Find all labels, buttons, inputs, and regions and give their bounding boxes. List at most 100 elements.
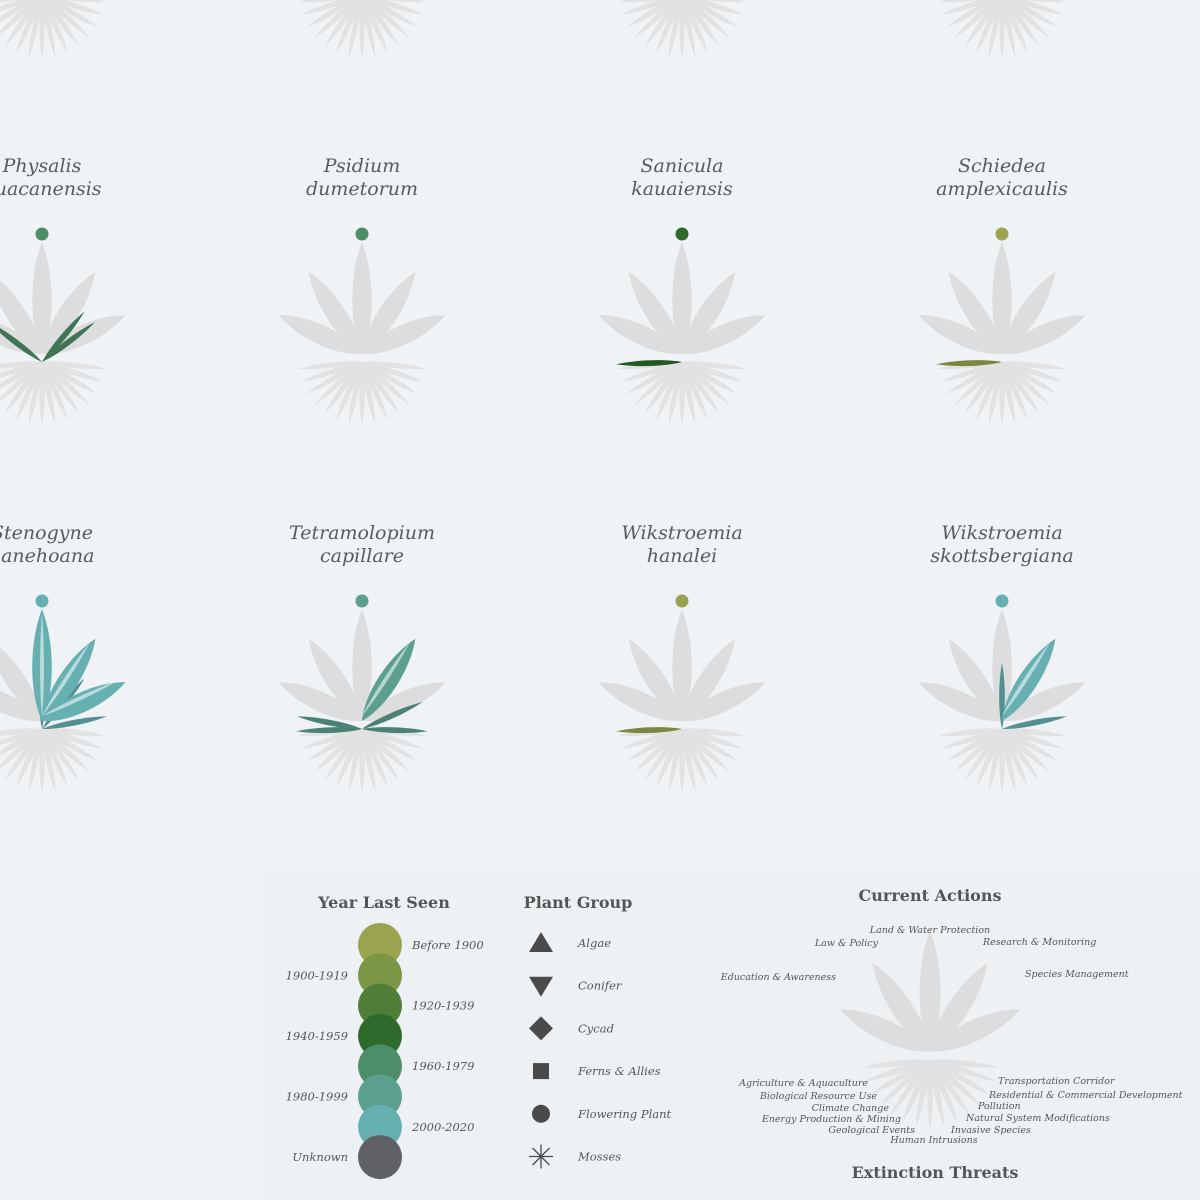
threat-leaf [42,362,80,414]
threat-leaf [682,0,720,47]
year-label: 1980-1999 [286,1090,348,1104]
action-leaf [872,962,930,1052]
threat-leaf [28,362,43,425]
threat-leaf [930,1060,971,1116]
species-1 [298,0,426,59]
threat-label: Human Intrusions [889,1135,977,1146]
year-label: 2000-2020 [411,1120,474,1134]
threat-label: Energy Production & Mining [761,1114,901,1125]
threat-leaf [1001,362,1016,425]
threat-leaf-active [362,702,423,729]
action-label: Research & Monitoring [982,937,1096,948]
action-leaf [278,682,362,722]
action-leaf [930,1009,1021,1052]
year-swatch [358,923,402,967]
species-glyph [938,0,1066,59]
threat-label: Invasive Species [950,1125,1031,1136]
threat-leaf [930,1059,999,1068]
circle-icon [532,1104,550,1123]
species-4: Physalishuacanensis [0,155,126,426]
leaf-midrib [362,642,410,716]
threat-leaf [941,729,1002,749]
legend: Year Last Seen Before 1900 1900-1919 1920-… [265,868,1200,1200]
threat-leaf [682,729,709,788]
triangle-down-icon [529,976,553,997]
threat-leaf [681,362,696,425]
threat-leaf [668,362,683,425]
leaf-midrib [1002,642,1050,716]
threat-leaf [946,729,1002,761]
threat-leaf [15,729,42,788]
threat-leaf [42,728,106,737]
action-leaf-active [1002,638,1056,721]
group-label: Ferns & Allies [577,1064,661,1078]
threat-leaf [324,729,362,781]
threat-leaf [682,362,730,405]
threat-leaf [335,729,362,788]
threat-leaf-active [936,360,1002,367]
threat-leaf [1002,361,1066,370]
threat-leaf-active [362,727,428,734]
species-glyph [0,242,126,426]
action-leaf [0,682,42,722]
threat-leaf [301,0,362,15]
species-epithet: skottsbergiana [930,545,1073,567]
threat-leaf [634,362,682,405]
threat-leaf [941,0,1002,15]
threat-leaf [362,729,389,788]
species-glyph [918,609,1086,793]
threat-leaf [878,1060,930,1107]
threat-leaf [682,361,746,370]
threat-label: Climate Change [812,1103,890,1114]
threat-leaf [301,729,362,749]
threat-leaf [41,0,56,58]
threat-leaf [930,1060,959,1124]
species-glyph [0,0,106,59]
action-leaf [278,315,362,355]
threat-leaf [954,729,1002,772]
threat-leaf [682,362,743,382]
threat-leaf [682,728,746,737]
threat-leaf [362,0,426,3]
threat-label: Agriculture & Aquaculture [738,1078,868,1089]
threat-leaf [0,0,42,15]
threat-leaf [362,729,400,781]
year-dot [995,227,1009,241]
threat-leaf [655,0,682,54]
year-swatch [358,983,402,1028]
threat-leaf-active [0,322,42,362]
threat-leaf [618,0,682,3]
threat-leaf-active [296,727,362,734]
threat-leaf [28,729,43,792]
threat-leaf [314,729,362,772]
threat-leaf [0,0,42,38]
group-label: Conifer [578,979,623,993]
threat-leaf [975,0,1002,54]
threat-leaf [42,729,98,761]
action-leaf [1002,315,1086,355]
species-glyph [598,609,766,793]
action-leaf-active [42,682,126,722]
group-legend: Algae Conifer Cycad Ferns & Allies Flowering… [529,932,672,1169]
threat-leaf [15,0,42,54]
threat-leaf [42,0,103,15]
action-leaf [682,315,766,355]
threat-leaf [324,362,362,414]
action-leaf [930,962,988,1052]
diamond-icon [529,1016,553,1041]
threat-leaf [362,0,400,47]
threat-leaf [938,728,1002,737]
threat-leaf [964,729,1002,781]
threat-leaf [4,362,42,414]
species-glyph [0,609,126,793]
threat-leaf [362,362,389,421]
species-genus: Schiedea [958,155,1046,177]
threat-leaf [621,729,682,749]
species-genus: Wikstroemia [941,522,1062,544]
threat-leaf [42,362,103,382]
action-leaf [682,682,766,722]
threat-leaf [682,0,709,54]
threat-leaf [682,0,743,15]
threat-leaf [668,729,683,792]
